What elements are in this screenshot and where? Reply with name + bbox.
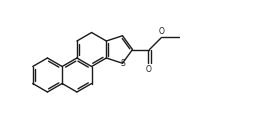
Text: O: O bbox=[146, 65, 152, 74]
Text: S: S bbox=[120, 59, 125, 68]
Text: O: O bbox=[159, 27, 164, 36]
